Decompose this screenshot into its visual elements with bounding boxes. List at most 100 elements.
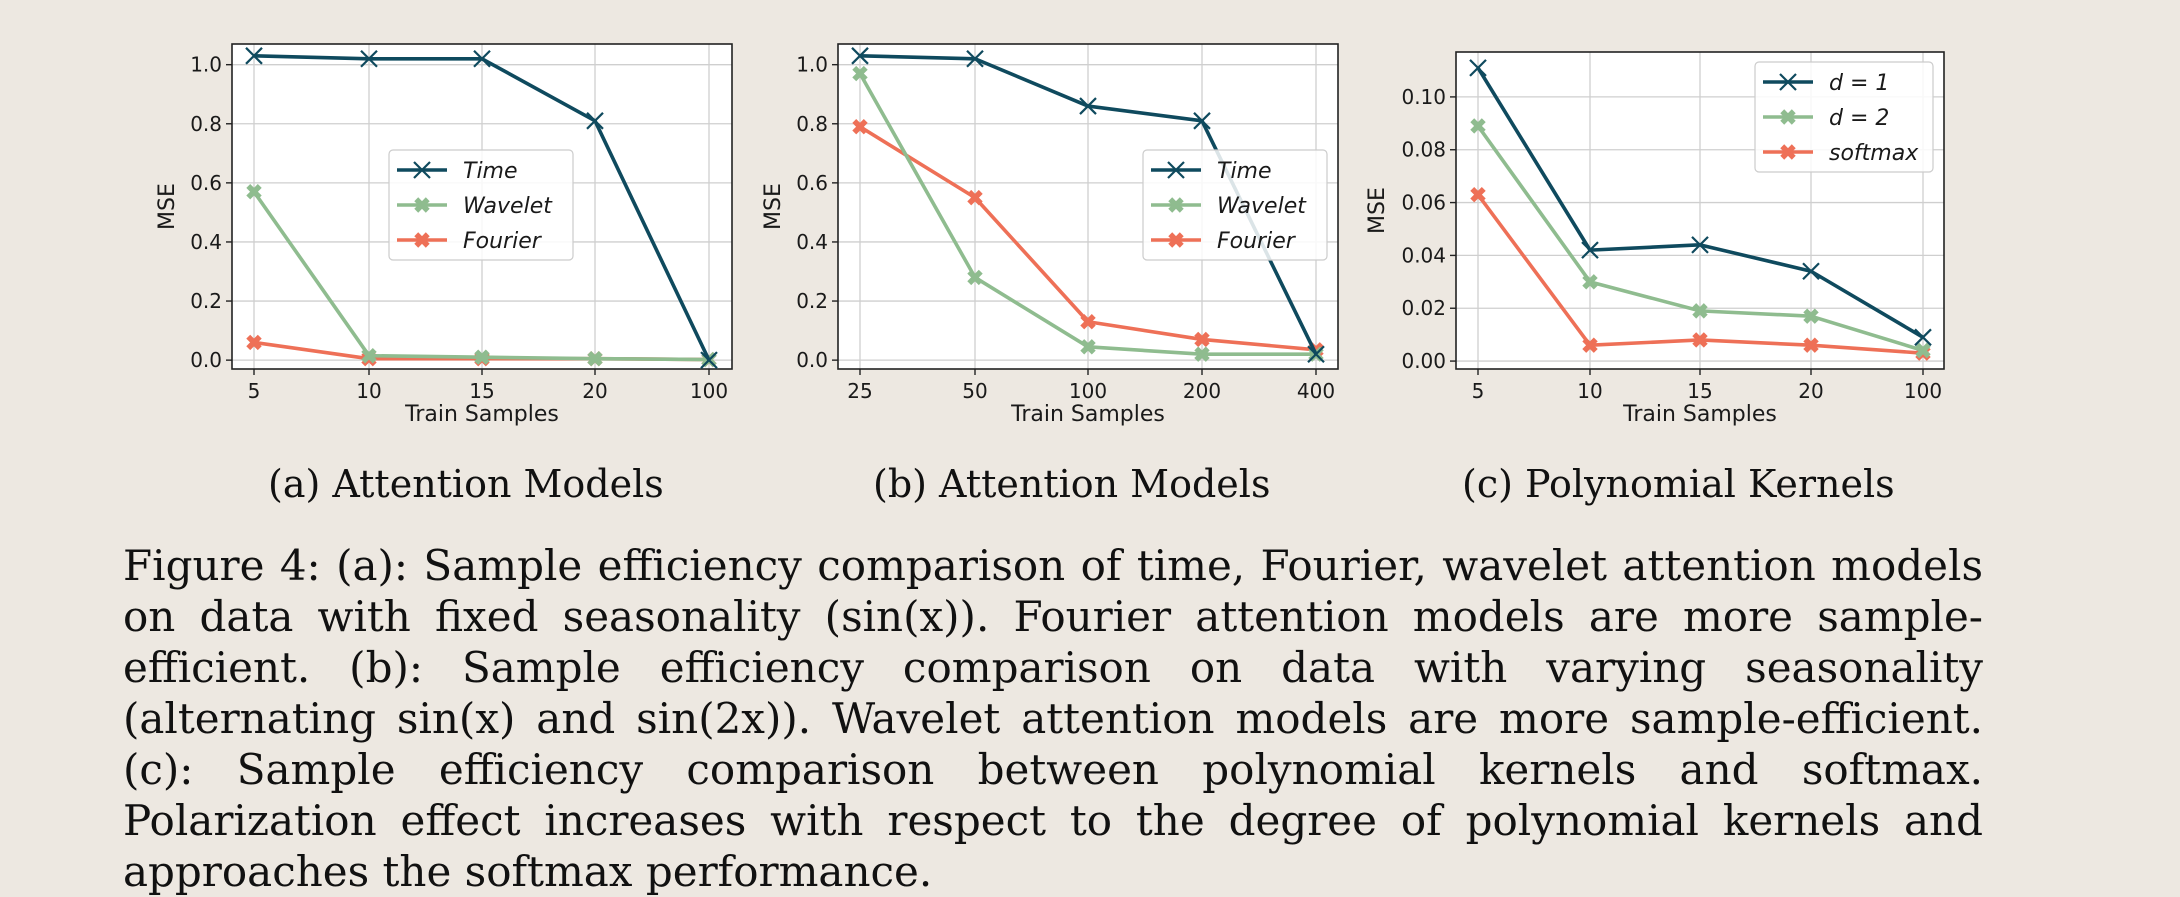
legend-label: d = 2 — [1829, 106, 1889, 131]
y-tick-label: 0.8 — [796, 112, 828, 136]
legend-marker — [1780, 144, 1796, 160]
x-tick-label: 5 — [248, 379, 261, 403]
data-point — [1079, 97, 1097, 115]
legend-label: Time — [463, 159, 518, 184]
chart-c: 0.00 0.02 0.04 0.06 0.08 0.10 5 10 15 20 100 Train … — [1365, 51, 1945, 427]
legend: Time Wavelet Fourier — [1142, 149, 1328, 261]
data-point — [967, 269, 983, 286]
legend-label: Fourier — [463, 229, 543, 254]
y-tick-label: 0.10 — [1401, 85, 1446, 109]
data-point — [1802, 262, 1820, 281]
y-tick-label: 0.8 — [190, 112, 222, 136]
legend-label: Wavelet — [463, 194, 553, 219]
data-point — [245, 47, 263, 65]
y-tick-label: 0.00 — [1401, 349, 1446, 373]
legend-marker — [1167, 161, 1185, 179]
data-point — [587, 350, 603, 367]
y-tick-label: 0.06 — [1401, 191, 1446, 215]
y-tick-label: 0.08 — [1401, 138, 1446, 162]
data-point — [1692, 332, 1708, 348]
legend-entry: Wavelet — [397, 194, 553, 219]
legend-entry: Fourier — [397, 229, 543, 254]
series-wavelet — [852, 65, 1324, 362]
y-tick-label: 0.4 — [190, 230, 222, 254]
data-point — [1582, 274, 1598, 290]
x-tick-label: 400 — [1297, 379, 1335, 403]
data-point — [1581, 241, 1599, 259]
legend-label: Time — [1217, 159, 1272, 184]
y-axis-label: MSE — [1365, 187, 1390, 234]
legend-entry: softmax — [1763, 141, 1919, 166]
legend: Time Wavelet Fourier — [388, 149, 574, 261]
chart-a: 0.0 0.2 0.4 0.6 0.8 1.0 5 10 15 20 100 Train Sample… — [155, 43, 733, 427]
data-point — [1307, 345, 1325, 364]
series-wavelet — [246, 184, 717, 368]
series-d=2 — [1470, 118, 1931, 359]
x-tick-label: 5 — [1472, 379, 1485, 403]
y-tick-label: 1.0 — [190, 53, 222, 77]
data-point — [474, 349, 490, 365]
chart-panel-c: 0.00 0.02 0.04 0.06 0.08 0.10 5 10 15 20 100 Train … — [0, 0, 1960, 440]
data-point — [1915, 342, 1931, 359]
data-point — [852, 65, 868, 82]
y-tick-label: 1.0 — [796, 53, 828, 77]
data-point — [246, 184, 262, 200]
x-axis-label: Train Samples — [1010, 402, 1165, 427]
legend-entry: d = 2 — [1763, 106, 1889, 131]
legend-marker — [1168, 197, 1184, 213]
legend-marker — [414, 232, 430, 248]
legend-label: Fourier — [1217, 229, 1297, 254]
data-point — [852, 119, 868, 135]
series-time — [245, 47, 718, 369]
data-point — [1470, 186, 1486, 203]
legend-box — [1754, 61, 1934, 173]
x-tick-label: 10 — [356, 379, 381, 403]
data-point — [586, 112, 604, 130]
x-tick-label: 15 — [469, 379, 494, 403]
y-tick-label: 0.0 — [796, 348, 828, 372]
data-point — [1803, 308, 1819, 324]
data-point — [1194, 346, 1210, 362]
y-axis-label: MSE — [155, 183, 180, 230]
y-axis-label: MSE — [761, 183, 786, 230]
data-point — [473, 49, 491, 68]
data-point — [1194, 331, 1210, 348]
data-point — [1582, 337, 1598, 353]
y-tick-label: 0.2 — [190, 289, 222, 313]
legend-label: softmax — [1829, 141, 1919, 166]
y-tick-label: 0.2 — [796, 289, 828, 313]
x-tick-label: 100 — [690, 379, 728, 403]
data-point — [851, 47, 869, 65]
data-point — [1469, 59, 1487, 77]
legend-label: d = 1 — [1829, 71, 1889, 96]
chart-b: 0.0 0.2 0.4 0.6 0.8 1.0 25 50 100 200 400 Train Sam… — [761, 43, 1339, 427]
data-point — [246, 334, 262, 351]
legend-label: Wavelet — [1217, 194, 1307, 219]
data-point — [1914, 328, 1932, 347]
chart-panel-a: 0.0 0.2 0.4 0.6 0.8 1.0 5 10 15 20 100 Train Sample… — [0, 0, 760, 440]
figure-caption: Figure 4: (a): Sample efficiency compari… — [123, 541, 1983, 896]
legend-marker — [1780, 109, 1796, 125]
legend-entry: Time — [1151, 159, 1272, 184]
legend-marker — [413, 161, 431, 179]
data-point — [1692, 303, 1708, 319]
series-d=1 — [1469, 59, 1932, 347]
y-tick-label: 0.6 — [190, 171, 222, 195]
subcaption-c: (c) Polynomial Kernels — [1462, 462, 1895, 506]
y-tick-label: 0.04 — [1401, 243, 1446, 267]
legend-marker — [1779, 73, 1797, 91]
data-point — [1080, 339, 1096, 355]
y-tick-label: 0.0 — [190, 348, 222, 372]
y-tick-label: 0.02 — [1401, 296, 1446, 320]
subcaption-b: (b) Attention Models — [873, 462, 1271, 506]
chart-panel-b: 0.0 0.2 0.4 0.6 0.8 1.0 25 50 100 200 400 Train Sam… — [0, 0, 1360, 440]
x-tick-label: 100 — [1069, 379, 1107, 403]
legend-box — [1142, 149, 1328, 261]
legend-marker — [1168, 232, 1184, 248]
data-point — [1080, 314, 1096, 330]
x-tick-label: 100 — [1904, 379, 1942, 403]
x-axis-label: Train Samples — [404, 402, 559, 427]
y-tick-label: 0.6 — [796, 171, 828, 195]
x-tick-label: 10 — [1577, 379, 1602, 403]
x-tick-label: 20 — [582, 379, 607, 403]
